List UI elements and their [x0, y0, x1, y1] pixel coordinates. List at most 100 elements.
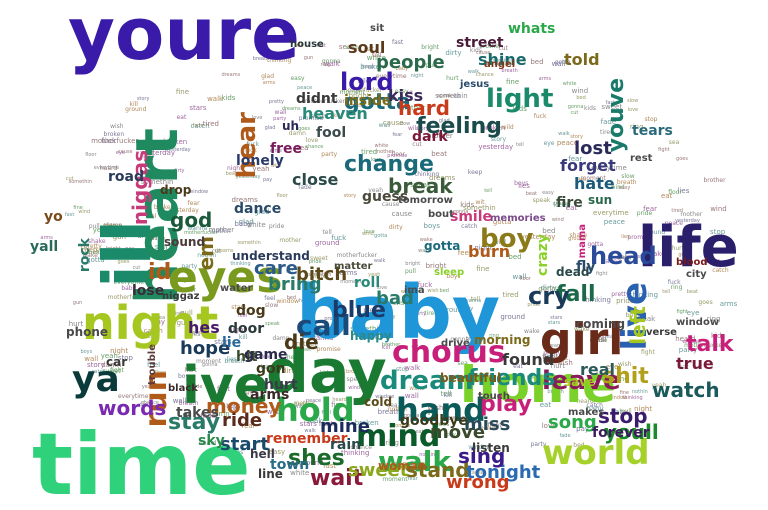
cloud-filler-word: wish: [618, 360, 632, 368]
cloud-filler-word: bed: [530, 58, 544, 67]
cloud-filler-word: night: [110, 346, 129, 355]
cloud-word: dead: [556, 265, 590, 279]
cloud-filler-word: love: [376, 285, 388, 291]
cloud-word: sleep: [434, 267, 465, 278]
cloud-filler-word: hurt: [671, 245, 685, 253]
cloud-filler-word: fuck: [246, 141, 260, 149]
cloud-filler-word: fuck: [331, 233, 347, 242]
cloud-word: youll: [604, 420, 659, 444]
cloud-filler-word: stop: [627, 340, 638, 347]
cloud-filler-word: promise: [390, 422, 411, 429]
cloud-filler-word: arms: [339, 268, 358, 277]
cloud-word: morning: [474, 333, 531, 347]
cloud-word: remember: [266, 431, 348, 447]
cloud-filler-word: wanna: [187, 225, 208, 233]
cloud-filler-word: tired: [424, 310, 439, 318]
cloud-word: angel: [484, 59, 516, 70]
cloud-filler-word: night: [410, 72, 424, 79]
cloud-filler-word: wild: [407, 125, 421, 133]
cloud-filler-word: wind: [551, 217, 564, 224]
cloud-filler-word: night: [474, 243, 493, 252]
cloud-word: gotta: [424, 239, 461, 253]
cloud-filler-word: feel: [458, 416, 470, 424]
cloud-filler-word: gotta: [587, 241, 604, 249]
cloud-word: lost: [574, 138, 612, 159]
cloud-filler-word: ground: [125, 105, 147, 113]
cloud-filler-word: fast: [316, 42, 326, 49]
cloud-filler-word: everytime: [113, 278, 144, 286]
cloud-filler-word: dreams: [137, 232, 164, 241]
cloud-word: fall: [556, 282, 596, 307]
cloud-word: eyes: [168, 252, 283, 303]
cloud-word: boy: [480, 224, 534, 254]
cloud-filler-word: fuck: [244, 146, 257, 154]
cloud-word: true: [676, 354, 714, 373]
cloud-word: guess: [362, 189, 409, 205]
cloud-filler-word: stop: [644, 115, 658, 123]
cloud-filler-word: bed: [286, 294, 297, 301]
cloud-filler-word: mother: [399, 104, 426, 113]
cloud-filler-word: dreams: [214, 248, 234, 255]
cloud-filler-word: feel: [145, 212, 157, 220]
cloud-word: sound: [164, 235, 206, 249]
cloud-filler-word: pay: [446, 432, 456, 439]
cloud-filler-word: pride: [189, 383, 203, 390]
cloud-filler-word: sea: [156, 315, 166, 322]
cloud-filler-word: broken: [481, 123, 506, 132]
cloud-filler-word: walk: [373, 258, 386, 265]
cloud-filler-word: brother: [479, 43, 502, 51]
cloud-filler-word: hurt: [319, 420, 334, 429]
cloud-word: verse: [646, 327, 677, 338]
cloud-filler-word: moment: [543, 354, 569, 362]
cloud-filler-word: pretty: [266, 363, 282, 370]
cloud-filler-word: eye: [616, 254, 626, 261]
cloud-filler-word: promise: [490, 57, 511, 64]
cloud-word: listen: [472, 441, 510, 455]
cloud-filler-word: bright: [421, 44, 440, 52]
cloud-filler-word: fear: [407, 476, 418, 483]
cloud-filler-word: floor: [519, 276, 531, 283]
cloud-filler-word: heard: [298, 297, 314, 304]
cloud-filler-word: party: [412, 311, 427, 318]
cloud-filler-word: walk: [467, 69, 480, 76]
cloud-word: hope: [180, 338, 231, 359]
cloud-filler-word: bright: [425, 261, 447, 270]
cloud-filler-word: goes: [141, 334, 154, 341]
cloud-filler-word: sea: [668, 138, 680, 146]
cloud-filler-word: gonna: [403, 412, 420, 419]
cloud-filler-word: pull: [620, 408, 632, 415]
cloud-filler-word: motherfucker: [304, 97, 346, 105]
cloud-filler-word: fight: [676, 308, 688, 315]
cloud-filler-word: wake: [524, 327, 540, 335]
cloud-word: uh: [282, 119, 300, 133]
cloud-word: lose: [132, 283, 165, 299]
cloud-filler-word: arms: [269, 148, 283, 155]
cloud-word: mine: [320, 416, 370, 437]
cloud-filler-word: party: [460, 305, 474, 312]
cloud-filler-word: sweet: [309, 254, 328, 262]
cloud-filler-word: keep: [80, 246, 98, 255]
cloud-word: dance: [234, 201, 282, 217]
cloud-filler-word: story: [416, 126, 429, 133]
cloud-filler-word: pretty: [611, 291, 630, 299]
cloud-filler-word: broken: [153, 203, 175, 211]
cloud-filler-word: pretty: [268, 98, 284, 105]
cloud-filler-word: glad: [238, 218, 254, 227]
cloud-filler-word: wit: [475, 198, 485, 206]
cloud-word: trouble: [147, 344, 158, 386]
cloud-filler-word: walk: [558, 130, 570, 137]
cloud-filler-word: cut: [498, 44, 508, 52]
cloud-word: inside: [344, 93, 392, 109]
cloud-word: bout: [428, 209, 454, 220]
cloud-word: hate: [574, 174, 615, 193]
cloud-filler-word: brother: [465, 335, 485, 342]
cloud-word: sing: [458, 444, 506, 468]
cloud-filler-word: glad: [261, 72, 275, 80]
cloud-word: stay: [168, 410, 221, 435]
cloud-filler-word: damn: [101, 360, 122, 369]
cloud-word: fire: [556, 195, 583, 211]
cloud-filler-word: wind: [78, 209, 91, 216]
cloud-filler-word: breath: [616, 178, 637, 186]
cloud-filler-word: promise: [298, 114, 323, 122]
cloud-filler-word: fade: [103, 222, 117, 230]
